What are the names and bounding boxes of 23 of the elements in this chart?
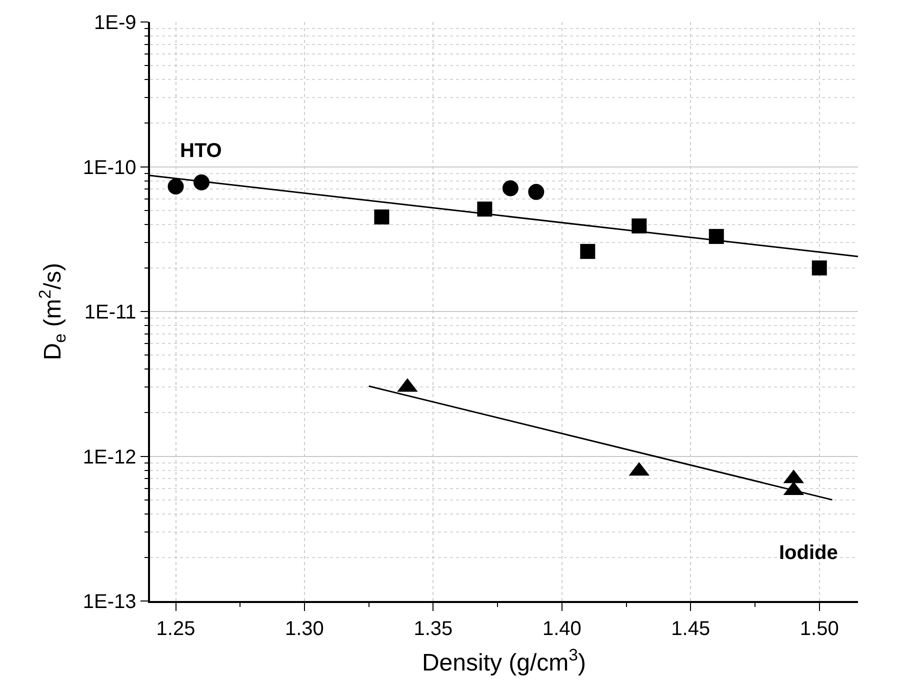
y-tick-label: 1E-13 <box>82 591 136 613</box>
point <box>708 228 724 244</box>
point <box>812 260 827 276</box>
point <box>632 218 647 234</box>
point <box>528 184 544 200</box>
x-tick-label: 1.30 <box>285 618 324 640</box>
y-tick-label: 1E-11 <box>84 302 136 324</box>
x-tick-label: 1.45 <box>671 618 710 640</box>
point <box>374 209 390 224</box>
point <box>502 180 518 196</box>
y-tick-label: 1E-10 <box>82 156 136 179</box>
x-tick-label: 1.25 <box>156 618 196 640</box>
x-tick-label: 1.50 <box>800 618 839 640</box>
x-axis-title: Density (g/cm$^{3}$) <box>422 645 586 677</box>
x-tick-label: 1.40 <box>542 618 582 640</box>
annotation: Iodide <box>779 542 838 564</box>
y-tick-label: 1E-12 <box>82 446 136 468</box>
point <box>168 178 184 195</box>
x-tick-label: 1.35 <box>414 618 453 640</box>
annotation: HTO <box>180 140 222 162</box>
y-tick-label: 1E-9 <box>94 12 136 34</box>
point <box>477 202 492 217</box>
point <box>580 244 596 259</box>
